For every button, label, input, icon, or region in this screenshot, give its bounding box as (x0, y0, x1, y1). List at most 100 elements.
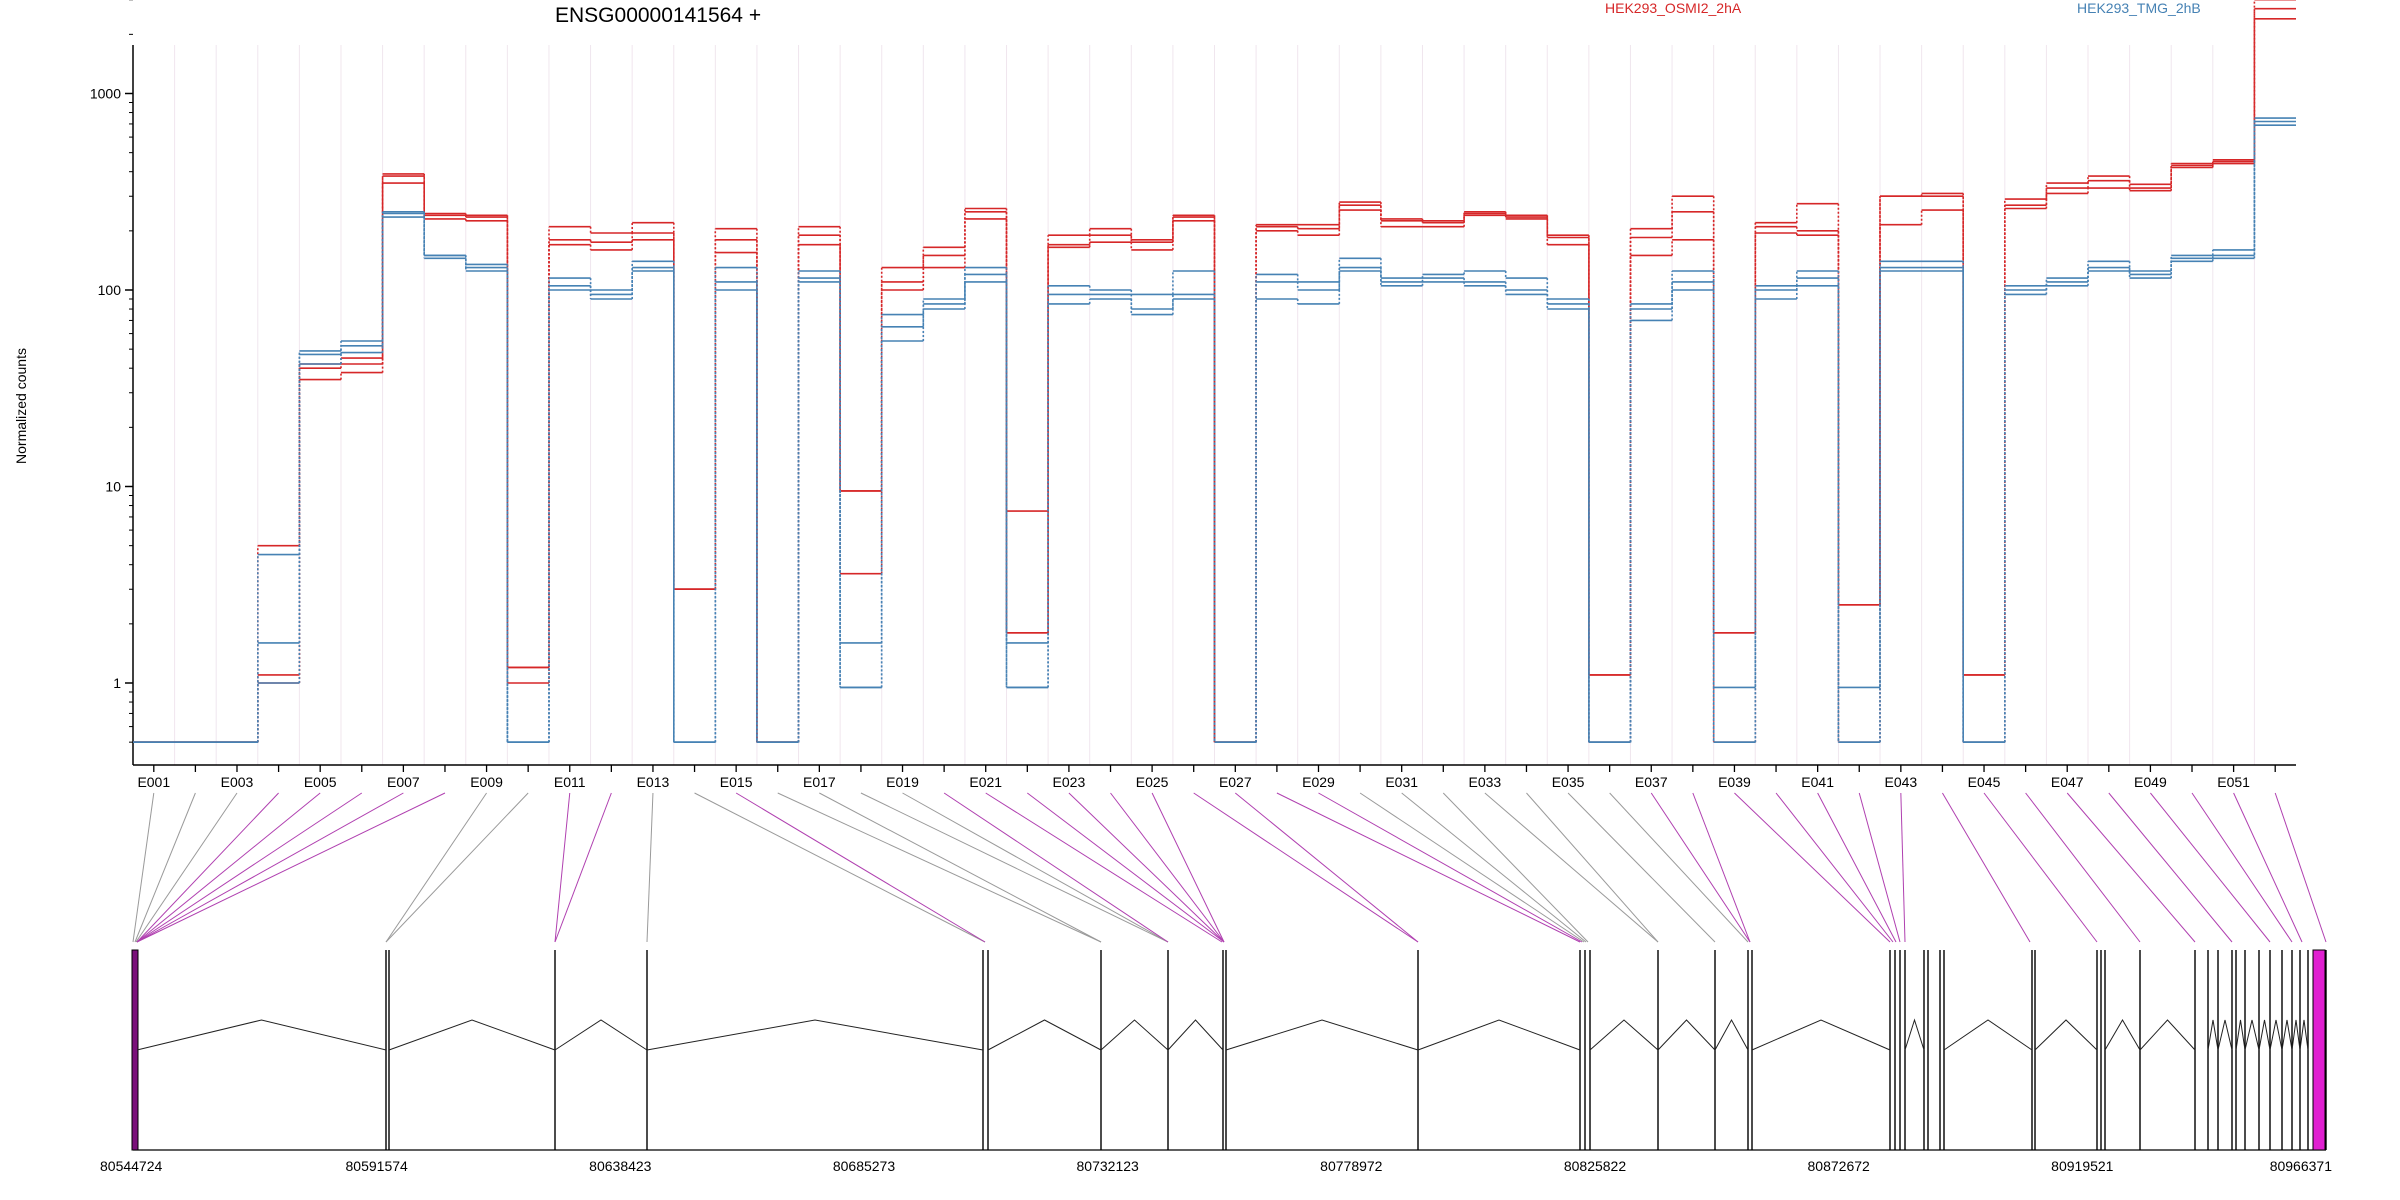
x-tick-label: E047 (2051, 774, 2084, 790)
y-axis: 1 10 100 1000 (90, 0, 134, 765)
exon-link-line (1817, 792, 1897, 943)
intron-line (987, 1019, 1102, 1051)
genome-coordinate-label: 80638423 (589, 1158, 652, 1174)
x-tick-label: E033 (1469, 774, 1502, 790)
exon-link-line (819, 792, 1102, 943)
exon-link-line (1650, 792, 1751, 943)
exon-link-line (1027, 792, 1225, 943)
x-tick-label: E015 (720, 774, 753, 790)
intron-line (1657, 1019, 1716, 1051)
exon-link-line (2025, 792, 2141, 943)
exon-link-line (2066, 792, 2196, 943)
genome-coordinate-label: 80872672 (1808, 1158, 1871, 1174)
genome-coordinate-label: 80966371 (2270, 1158, 2333, 1174)
intron-line (136, 1019, 387, 1051)
exon-link-line (1151, 792, 1225, 943)
intron-line (2299, 1019, 2309, 1051)
x-tick-label: E023 (1053, 774, 1086, 790)
x-tick-label: E011 (554, 774, 586, 790)
chart-title: ENSG00000141564 + (555, 4, 761, 27)
intron-line (1714, 1018, 1749, 1051)
x-tick-label: E021 (969, 774, 1002, 790)
exon-link-line (694, 792, 986, 943)
intron-line (2235, 1019, 2246, 1051)
genome-coordinate-label: 80825822 (1564, 1158, 1627, 1174)
exon-link-line (2191, 792, 2293, 943)
exon-link-line (1567, 792, 1716, 943)
exon-link-line (1359, 792, 1585, 943)
exon-link-line (136, 792, 404, 943)
x-tick-label: E001 (137, 774, 170, 790)
exon-link-line (1942, 792, 2031, 943)
series-lines (133, 0, 2296, 743)
y-axis-label: Normalized counts (13, 348, 29, 464)
exon-link-line (1234, 792, 1419, 943)
intron-line (2244, 1019, 2260, 1051)
x-tick-label: E017 (803, 774, 836, 790)
y-tick-label: 1000 (90, 86, 121, 102)
intron-line (2207, 1019, 2219, 1051)
exon-link-line (1526, 792, 1659, 943)
exon-link-line (2150, 792, 2271, 943)
exon-link-line (136, 792, 279, 943)
x-tick-label: E051 (2217, 774, 2250, 790)
genome-coordinate-label: 80732123 (1077, 1158, 1140, 1174)
exon-link-line (2274, 792, 2327, 943)
exon-link-line (1983, 792, 2098, 943)
exon-link-line (1110, 792, 1225, 943)
intron-line (646, 1019, 984, 1051)
y-tick-label: 100 (98, 282, 122, 298)
intron-line (2258, 1019, 2271, 1051)
x-tick-label: E043 (1884, 774, 1917, 790)
exon-link-line (1775, 792, 1894, 943)
exon-link-line (860, 792, 1169, 943)
exon-link-line (136, 792, 446, 943)
exon-link-line (132, 792, 155, 943)
x-tick-label: E019 (886, 774, 919, 790)
x-tick-label: E049 (2134, 774, 2167, 790)
exon-link-line (1484, 792, 1659, 943)
exon-link-line (1193, 792, 1419, 943)
exon-link-line (136, 792, 363, 943)
genome-coordinate-label: 80778972 (1320, 1158, 1383, 1174)
series-connector (257, 118, 2256, 743)
exon-link-line (2108, 792, 2233, 943)
exon-link-line (1734, 792, 1891, 943)
intron-line (2281, 1019, 2293, 1051)
x-tick-label: E031 (1385, 774, 1418, 790)
exon-highlight-last (2312, 949, 2326, 1151)
exon-link-line (385, 792, 529, 943)
exon-link-line (1442, 792, 1589, 943)
exon-link-line (134, 792, 196, 943)
intron-line (2139, 1019, 2196, 1051)
intron-line (554, 1019, 648, 1051)
genome-coordinate-label: 80591574 (346, 1158, 409, 1174)
x-tick-label: E029 (1302, 774, 1335, 790)
intron-line (1417, 1019, 1581, 1051)
x-tick-label: E009 (470, 774, 503, 790)
intron-line (1943, 1019, 2033, 1051)
intron-line (1225, 1019, 1419, 1051)
exon-link-line (985, 792, 1223, 943)
exon-link-line (1401, 792, 1587, 943)
x-tick-label: E025 (1136, 774, 1169, 790)
x-axis: E001 E003 E005 E007 E009 E011 E013 E015 E017 E019… (133, 764, 2296, 790)
intron-line (1904, 1018, 1925, 1051)
genome-coordinate-label: 80544724 (100, 1158, 163, 1174)
genome-coordinate-label: 80685273 (833, 1158, 896, 1174)
intron-line (1751, 1019, 1891, 1051)
exon-links (132, 792, 2327, 943)
x-tick-label: E027 (1219, 774, 1252, 790)
intron-line (2269, 1019, 2283, 1051)
genome-coordinate-label: 80919521 (2051, 1158, 2114, 1174)
intron-line (2217, 1019, 2233, 1051)
legend-entry-osmi: HEK293_OSMI2_2hA (1605, 0, 1742, 16)
x-tick-label: E007 (387, 774, 420, 790)
exon-link-line (1692, 792, 1751, 943)
x-tick-label: E039 (1718, 774, 1751, 790)
exon-link-line (777, 792, 1102, 943)
x-tick-label: E045 (1968, 774, 2001, 790)
intron-line (2034, 1019, 2098, 1051)
exon-link-line (1276, 792, 1581, 943)
y-tick-label: 10 (105, 479, 121, 495)
